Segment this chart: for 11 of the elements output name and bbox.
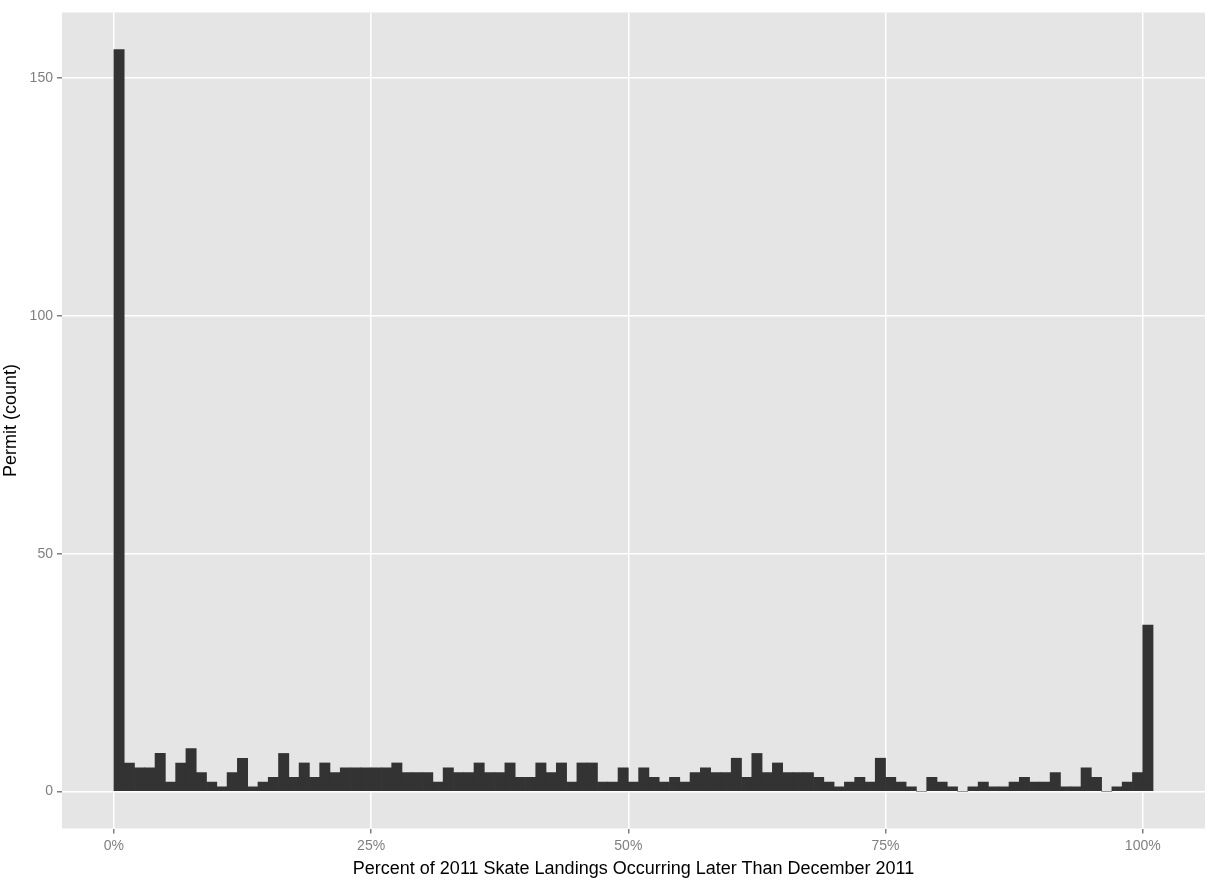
x-tick-label: 0% (103, 836, 125, 853)
y-tick-label: 0 (45, 782, 54, 799)
x-tick-label: 100% (1124, 836, 1161, 853)
y-axis-title: Permit (count) (0, 363, 20, 478)
y-tick-label: 50 (37, 544, 54, 561)
x-axis-title: Percent of 2011 Skate Landings Occurring Later Than December 2011 (352, 858, 915, 879)
x-tick-label: 50% (614, 836, 643, 853)
y-tick-label: 100 (29, 306, 54, 323)
x-tick-label: 25% (357, 836, 386, 853)
x-tick-label: 75% (871, 836, 900, 853)
y-tick-label: 150 (29, 68, 54, 85)
